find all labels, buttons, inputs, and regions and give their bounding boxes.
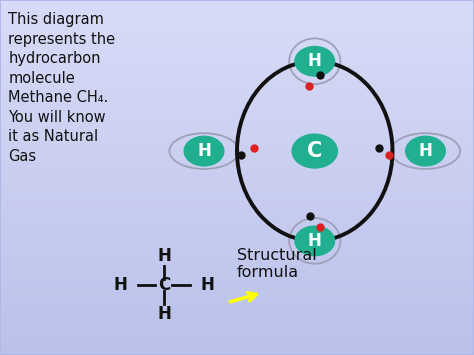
Circle shape: [292, 134, 337, 168]
Circle shape: [295, 47, 335, 76]
Circle shape: [295, 226, 335, 256]
Text: H: H: [419, 142, 432, 160]
Text: H: H: [201, 276, 215, 294]
Text: H: H: [197, 142, 211, 160]
Text: H: H: [157, 247, 171, 265]
Text: H: H: [157, 305, 171, 323]
Circle shape: [184, 136, 224, 166]
Text: This diagram
represents the
hydrocarbon
molecule
Methane CH₄.
You will know
it a: This diagram represents the hydrocarbon …: [9, 12, 116, 164]
Text: C: C: [158, 276, 170, 294]
Text: Structural
formula: Structural formula: [237, 247, 317, 280]
Text: H: H: [113, 276, 127, 294]
Text: H: H: [308, 52, 322, 70]
Text: H: H: [308, 232, 322, 250]
Circle shape: [406, 136, 445, 166]
Text: C: C: [307, 141, 322, 161]
